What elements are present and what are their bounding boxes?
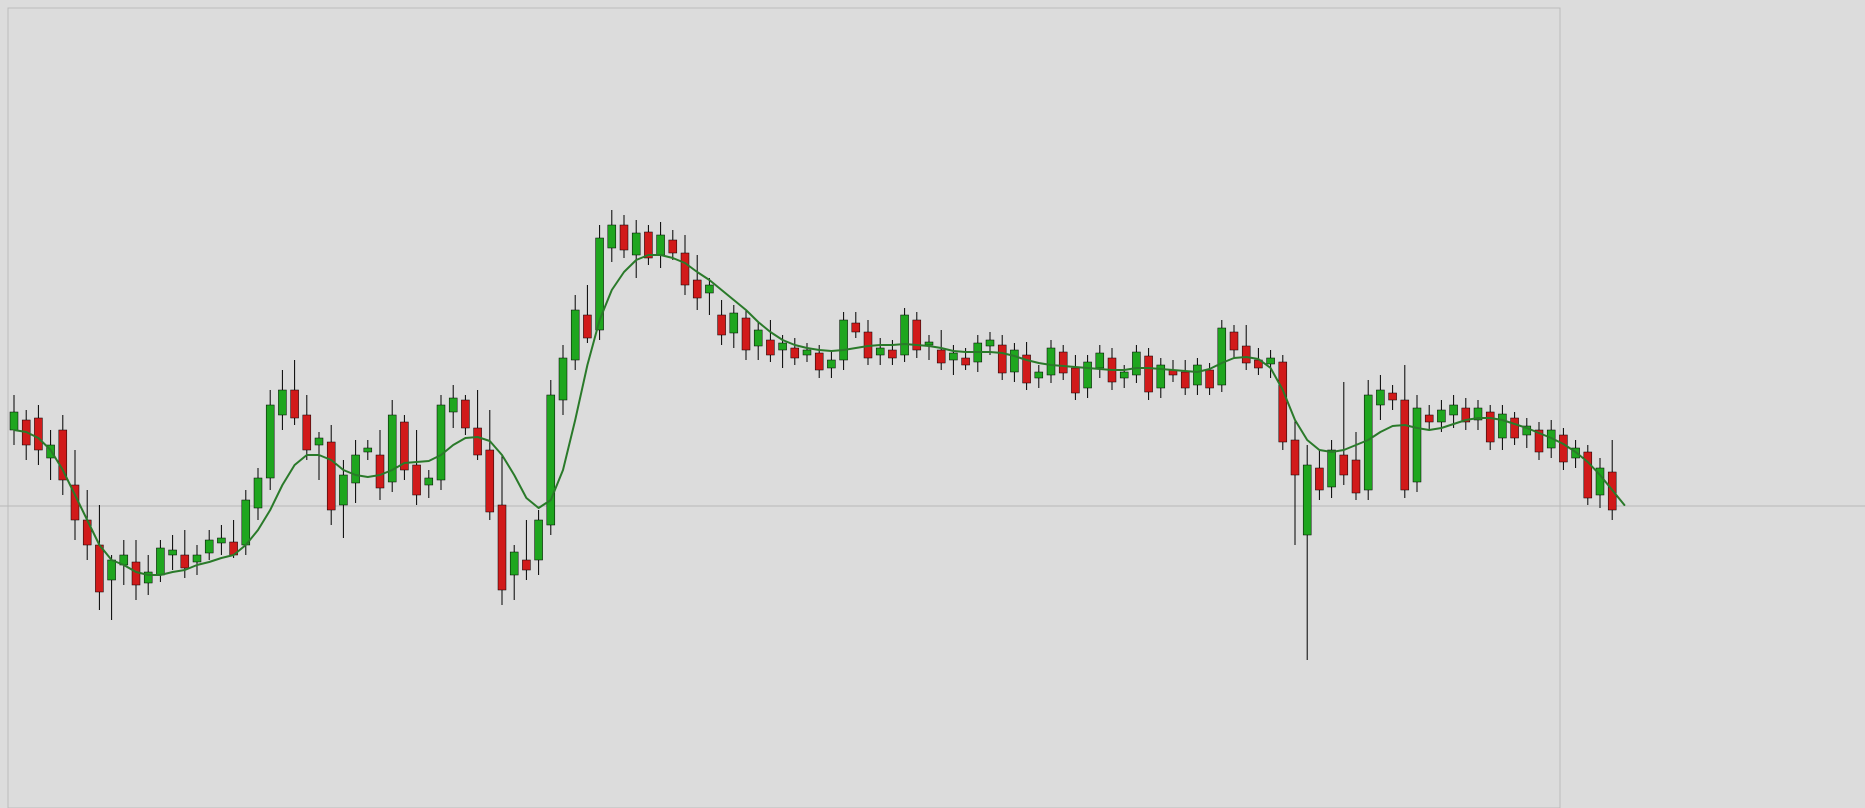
candlestick-chart	[0, 0, 1865, 808]
chart-canvas	[0, 0, 1865, 808]
